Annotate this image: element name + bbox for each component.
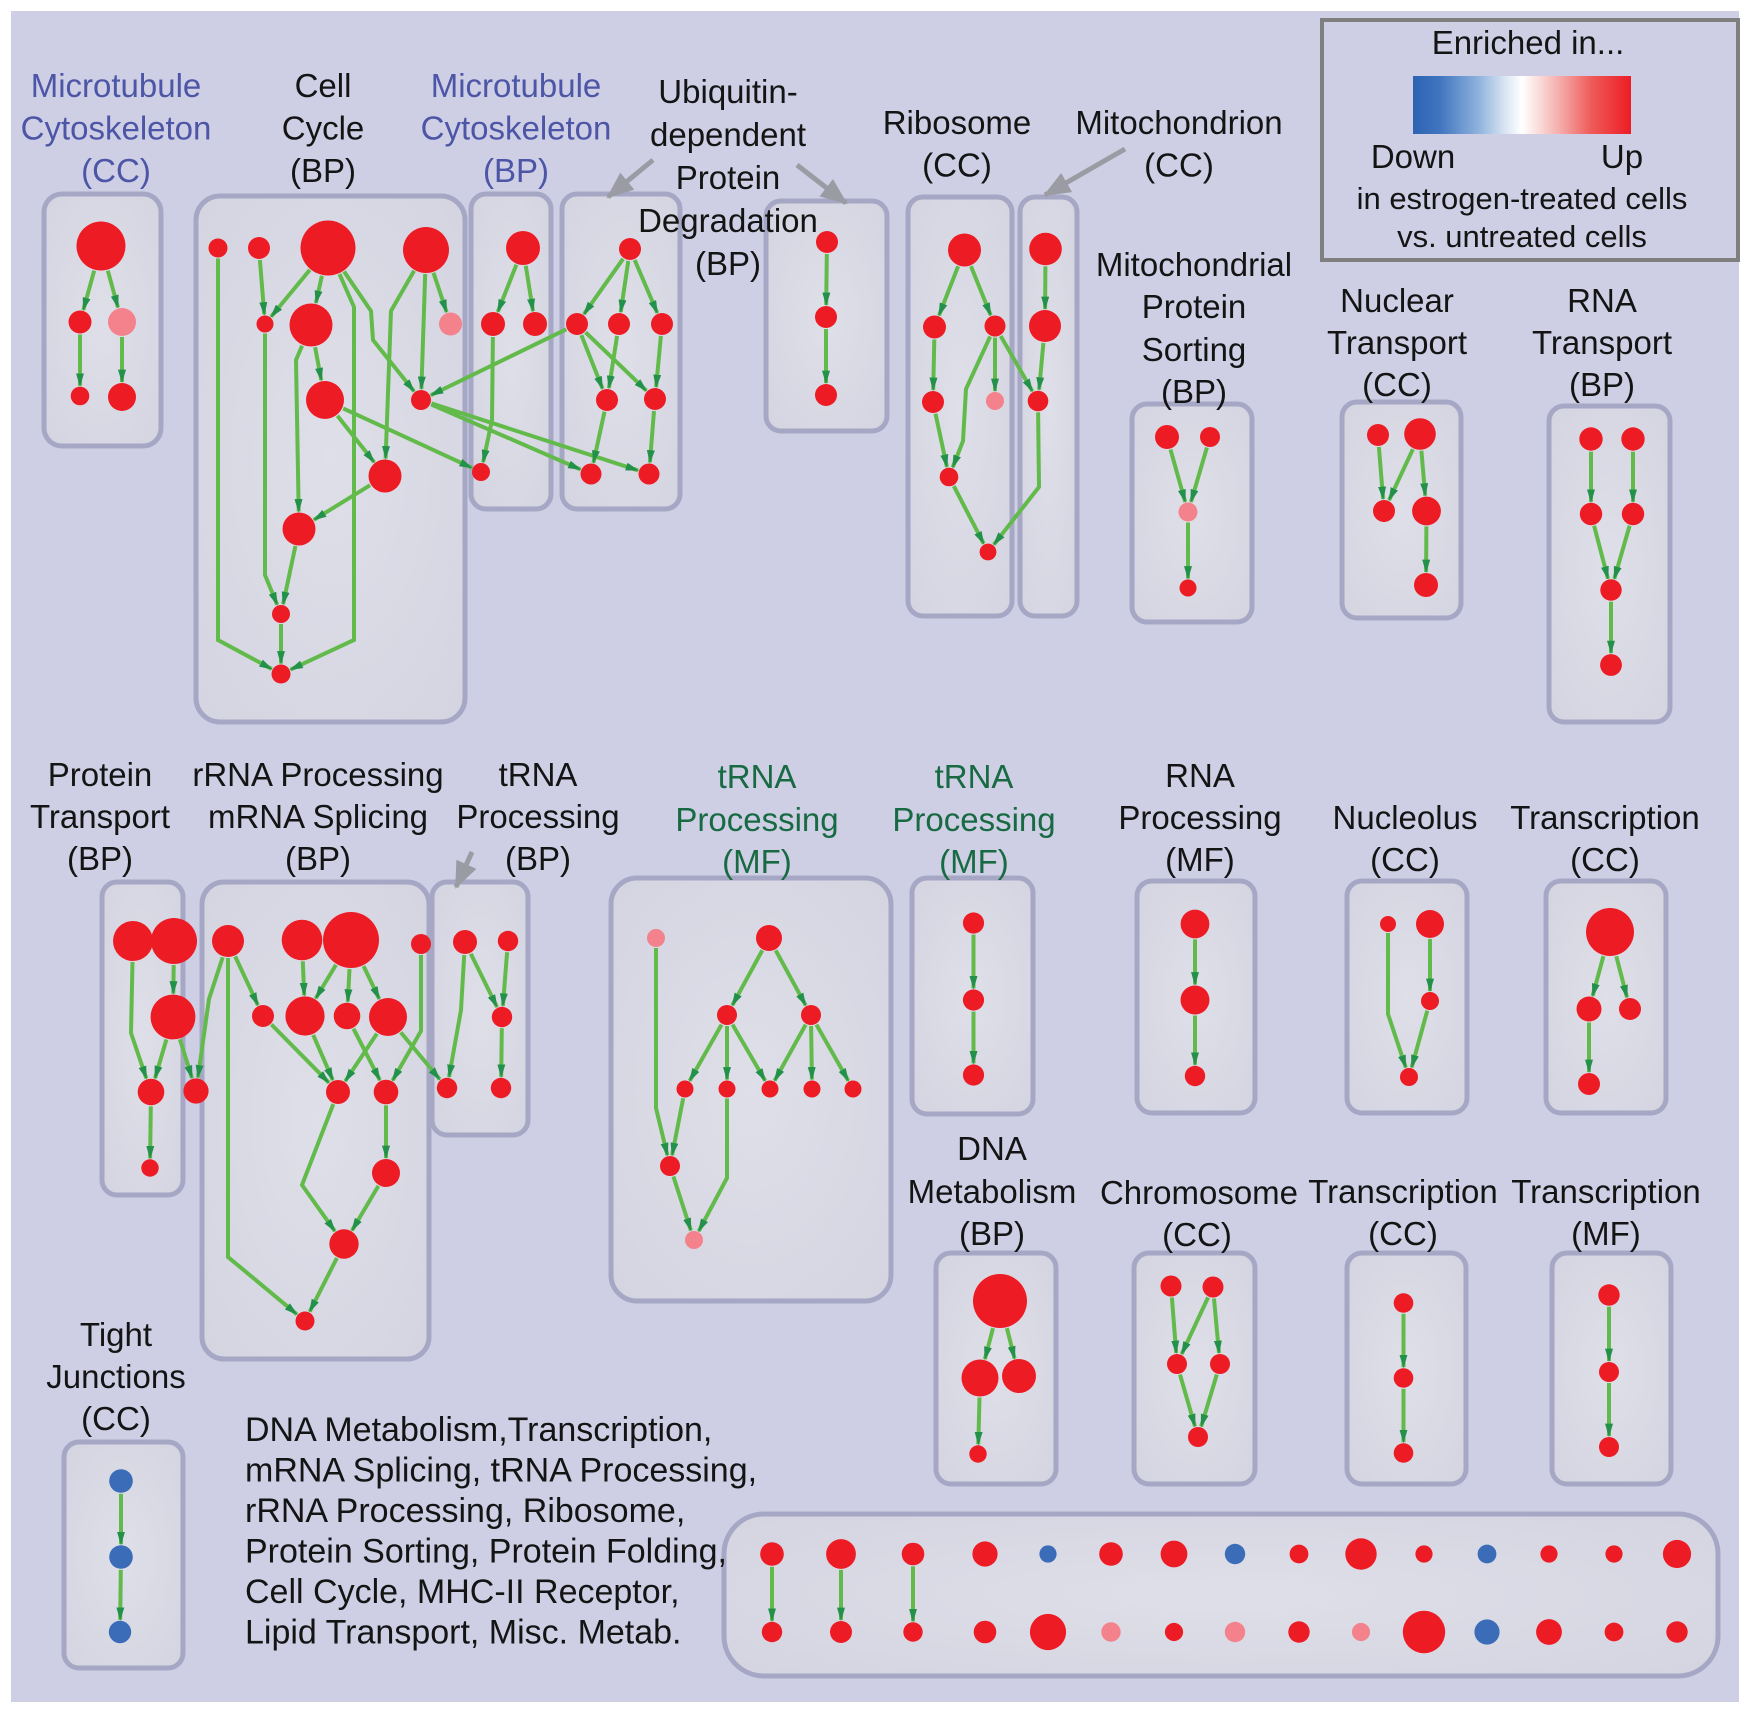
svg-text:Processing: Processing (675, 801, 838, 838)
svg-text:Chromosome: Chromosome (1100, 1174, 1298, 1211)
svg-text:(CC): (CC) (922, 147, 992, 184)
svg-text:RNA: RNA (1165, 757, 1235, 794)
svg-text:(CC): (CC) (1368, 1215, 1438, 1252)
svg-text:(BP): (BP) (290, 152, 356, 189)
svg-text:Ribosome: Ribosome (883, 104, 1032, 141)
svg-text:Transcription: Transcription (1511, 1173, 1701, 1210)
svg-text:mRNA Splicing: mRNA Splicing (208, 798, 428, 835)
svg-text:Enriched in...: Enriched in... (1432, 24, 1625, 61)
svg-text:(CC): (CC) (1144, 147, 1214, 184)
svg-text:DNA: DNA (957, 1130, 1027, 1167)
svg-text:(BP): (BP) (959, 1215, 1025, 1252)
svg-text:dependent: dependent (650, 116, 806, 153)
svg-text:Protein: Protein (48, 756, 153, 793)
svg-text:tRNA: tRNA (499, 756, 578, 793)
svg-text:rRNA Processing: rRNA Processing (192, 756, 443, 793)
svg-text:DNA Metabolism,Transcription,: DNA Metabolism,Transcription, (245, 1411, 712, 1449)
svg-text:Cytoskeleton: Cytoskeleton (421, 110, 612, 147)
svg-text:Cell Cycle, MHC-II Receptor,: Cell Cycle, MHC-II Receptor, (245, 1573, 680, 1611)
svg-text:Ubiquitin-: Ubiquitin- (658, 73, 797, 110)
svg-text:Tight: Tight (80, 1316, 152, 1353)
svg-text:rRNA Processing, Ribosome,: rRNA Processing, Ribosome, (245, 1492, 685, 1530)
svg-text:(CC): (CC) (1162, 1216, 1232, 1253)
svg-text:Mitochondrial: Mitochondrial (1096, 246, 1292, 283)
svg-text:(BP): (BP) (695, 245, 761, 282)
svg-text:(CC): (CC) (1570, 841, 1640, 878)
svg-text:Nuclear: Nuclear (1340, 282, 1454, 319)
svg-text:Up: Up (1601, 138, 1643, 175)
svg-text:Cell: Cell (295, 67, 352, 104)
svg-text:Transport: Transport (30, 798, 170, 835)
svg-text:(MF): (MF) (1165, 841, 1235, 878)
svg-text:Sorting: Sorting (1142, 331, 1247, 368)
svg-text:(CC): (CC) (1370, 841, 1440, 878)
svg-text:RNA: RNA (1567, 282, 1637, 319)
svg-text:Transcription: Transcription (1308, 1173, 1498, 1210)
svg-text:Protein Sorting, Protein Foldi: Protein Sorting, Protein Folding, (245, 1533, 727, 1571)
svg-text:Microtubule: Microtubule (31, 67, 202, 104)
svg-text:(BP): (BP) (285, 840, 351, 877)
svg-text:tRNA: tRNA (718, 758, 797, 795)
svg-text:Metabolism: Metabolism (908, 1173, 1077, 1210)
svg-text:Protein: Protein (676, 159, 781, 196)
svg-text:Nucleolus: Nucleolus (1333, 799, 1478, 836)
svg-text:(CC): (CC) (81, 1400, 151, 1437)
svg-text:(BP): (BP) (483, 152, 549, 189)
svg-text:(BP): (BP) (1569, 366, 1635, 403)
svg-text:Degradation: Degradation (638, 202, 818, 239)
svg-text:Down: Down (1371, 138, 1455, 175)
svg-text:Microtubule: Microtubule (431, 67, 602, 104)
svg-text:(MF): (MF) (722, 843, 792, 880)
svg-text:(CC): (CC) (81, 152, 151, 189)
svg-text:vs. untreated cells: vs. untreated cells (1397, 219, 1647, 254)
svg-text:Lipid Transport, Misc. Metab.: Lipid Transport, Misc. Metab. (245, 1614, 682, 1652)
svg-text:Transcription: Transcription (1510, 799, 1700, 836)
svg-text:tRNA: tRNA (935, 758, 1014, 795)
svg-text:(BP): (BP) (67, 840, 133, 877)
svg-text:Transport: Transport (1327, 324, 1467, 361)
svg-text:mRNA Splicing, tRNA Processing: mRNA Splicing, tRNA Processing, (245, 1452, 757, 1490)
svg-text:Transport: Transport (1532, 324, 1672, 361)
svg-text:(MF): (MF) (939, 843, 1009, 880)
svg-text:Processing: Processing (456, 798, 619, 835)
svg-text:(MF): (MF) (1571, 1215, 1641, 1252)
svg-text:Junctions: Junctions (46, 1358, 185, 1395)
svg-text:(BP): (BP) (505, 840, 571, 877)
svg-text:Cycle: Cycle (282, 110, 365, 147)
svg-text:Processing: Processing (892, 801, 1055, 838)
svg-text:(BP): (BP) (1161, 373, 1227, 410)
svg-text:Protein: Protein (1142, 288, 1247, 325)
svg-text:Processing: Processing (1118, 799, 1281, 836)
svg-text:(CC): (CC) (1362, 366, 1432, 403)
svg-text:Mitochondrion: Mitochondrion (1075, 104, 1282, 141)
svg-text:Cytoskeleton: Cytoskeleton (21, 110, 212, 147)
svg-text:in estrogen-treated cells: in estrogen-treated cells (1357, 181, 1688, 216)
